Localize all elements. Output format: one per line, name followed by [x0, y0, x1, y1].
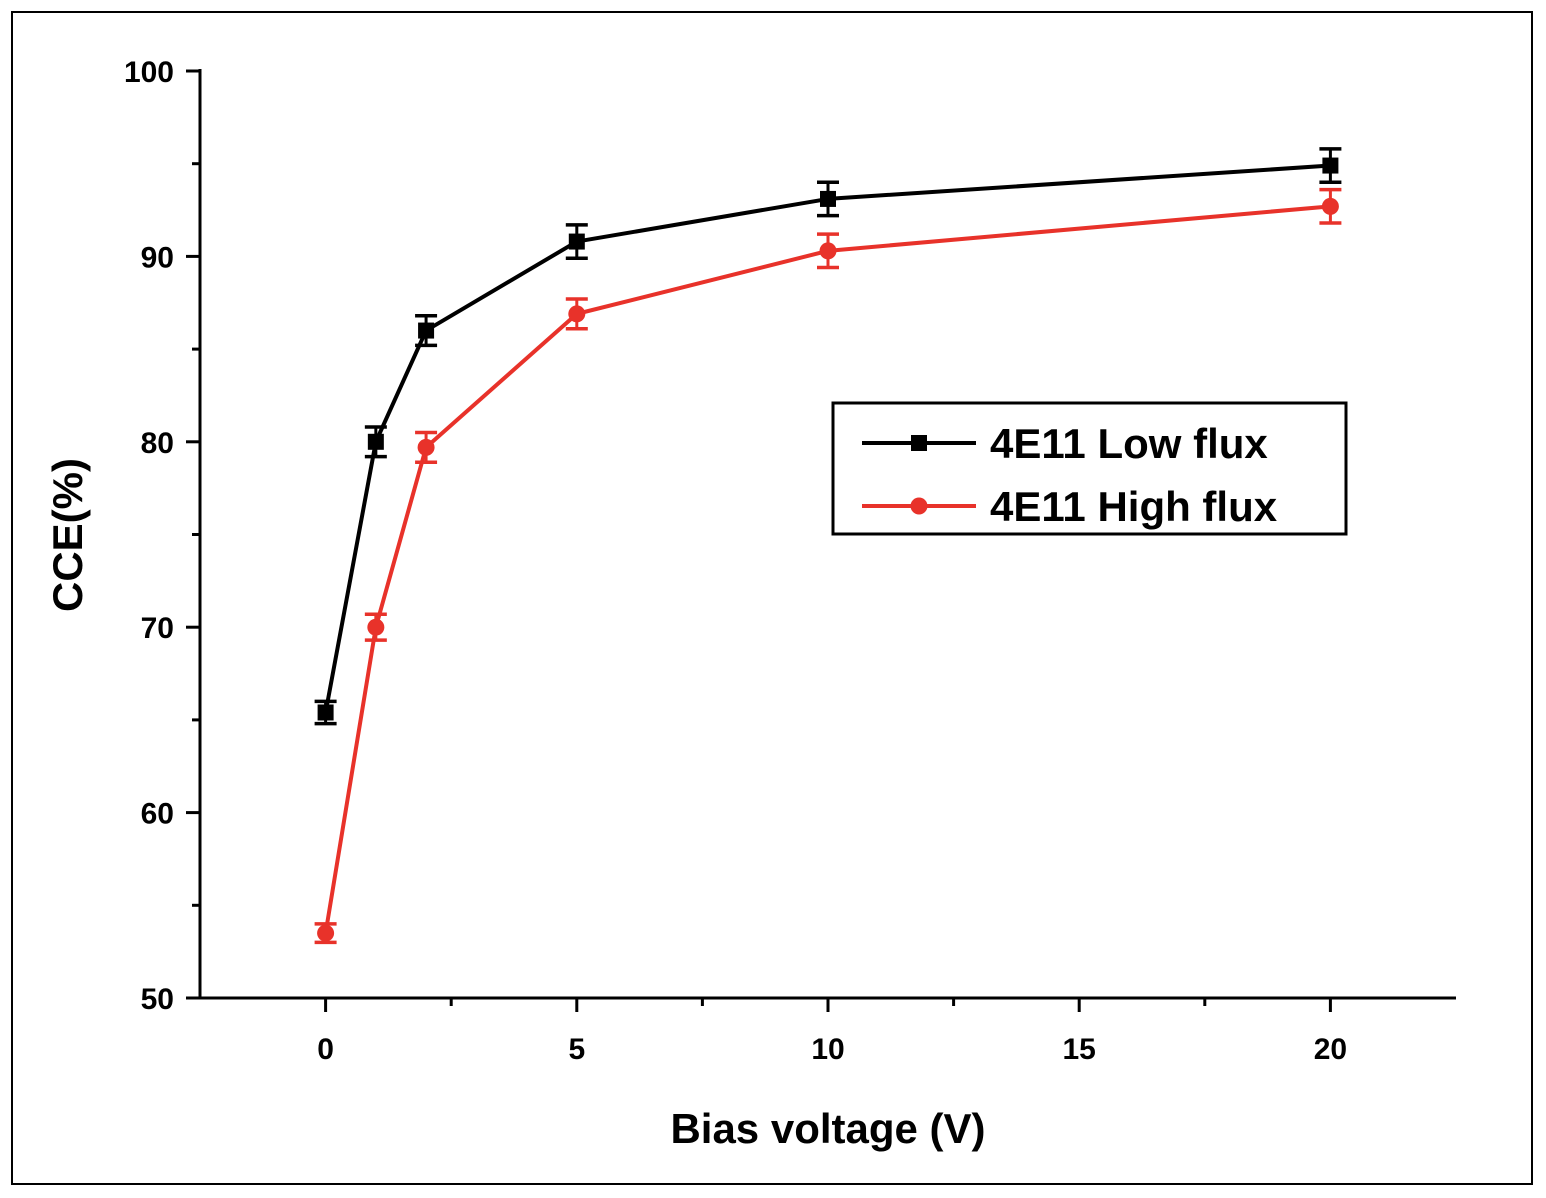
legend-label: 4E11 High flux — [990, 483, 1278, 530]
x-tick-label: 20 — [1314, 1033, 1347, 1066]
x-tick-label: 5 — [568, 1033, 585, 1066]
legend-marker-square — [911, 435, 927, 451]
x-tick-label: 10 — [811, 1033, 844, 1066]
data-point-square — [1322, 157, 1339, 174]
y-tick-label: 80 — [141, 427, 174, 460]
data-point-circle — [367, 618, 385, 636]
y-tick-label: 90 — [141, 241, 174, 274]
data-point-circle — [317, 924, 335, 942]
data-point-square — [820, 190, 836, 207]
legend-marker-circle — [910, 497, 928, 515]
data-point-circle — [417, 438, 435, 456]
data-point-circle — [1321, 197, 1339, 215]
series-line — [323, 163, 1331, 713]
y-axis-title: CCE(%) — [44, 458, 91, 612]
data-point-square — [367, 433, 384, 450]
series-line — [323, 204, 1331, 934]
series-layer — [314, 147, 1342, 945]
series-0 — [314, 147, 1342, 726]
data-point-square — [317, 704, 334, 721]
series-1 — [314, 187, 1342, 945]
legend-label: 4E11 Low flux — [990, 420, 1268, 467]
x-tick-label: 0 — [317, 1033, 334, 1066]
y-tick-label: 50 — [141, 983, 174, 1016]
data-point-circle — [568, 305, 586, 323]
ticks: 0 5 10 15 20 50 60 70 80 90 100 — [124, 56, 1347, 1066]
x-axis-title: Bias voltage (V) — [670, 1105, 985, 1152]
data-point-circle — [819, 242, 837, 260]
x-tick-label: 15 — [1063, 1033, 1096, 1066]
y-tick-label: 70 — [141, 612, 174, 645]
y-tick-label: 60 — [141, 798, 174, 831]
legend: 4E11 Low flux 4E11 High flux — [831, 401, 1348, 536]
y-tick-label: 100 — [124, 56, 174, 89]
data-point-square — [568, 233, 585, 250]
data-point-square — [418, 322, 435, 339]
